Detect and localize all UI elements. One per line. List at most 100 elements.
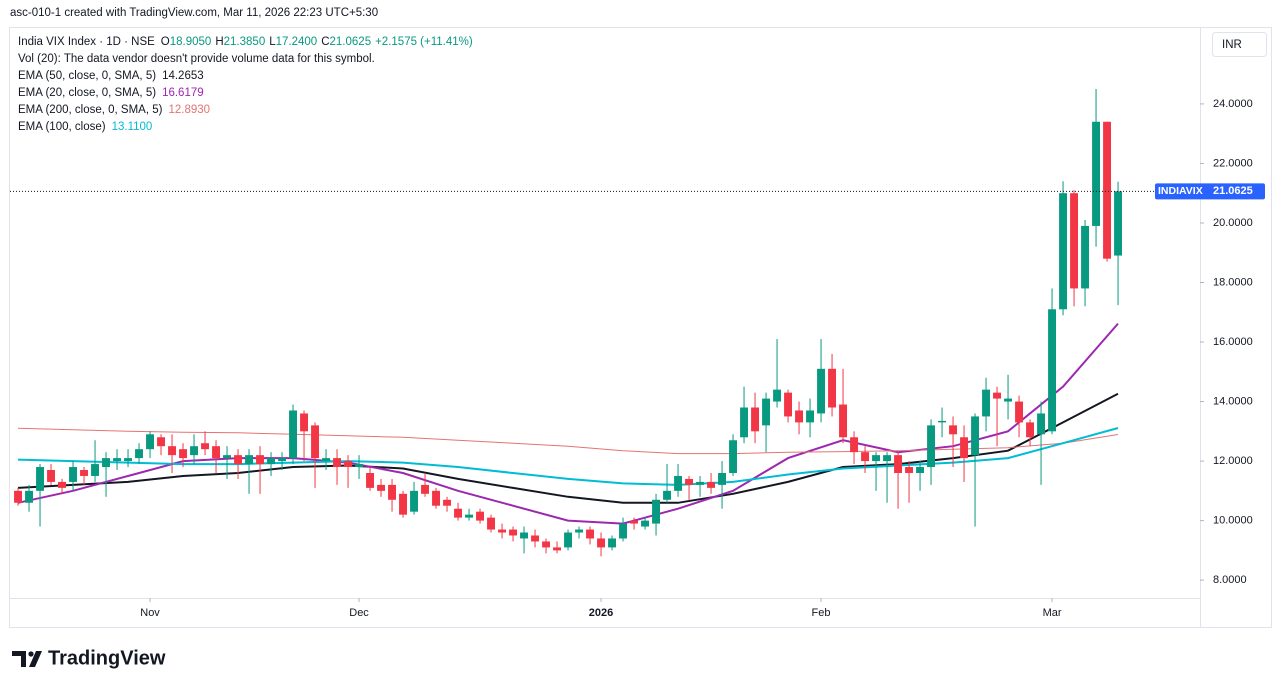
candle-body bbox=[674, 475, 683, 491]
candle-body bbox=[91, 464, 99, 476]
candle-body bbox=[1026, 422, 1035, 438]
candle-body bbox=[146, 434, 154, 450]
y-tick-label: 14.0000 bbox=[1213, 395, 1253, 407]
candle-body bbox=[25, 490, 33, 503]
legend-series-value: 12.8930 bbox=[168, 104, 210, 116]
y-tick-label: 20.0000 bbox=[1213, 217, 1253, 229]
candle-body bbox=[80, 470, 88, 476]
candle-body bbox=[619, 523, 628, 539]
price-tag-value: 21.0625 bbox=[1213, 185, 1253, 197]
candle-body bbox=[751, 407, 760, 432]
candle-body bbox=[927, 425, 936, 468]
candle-body bbox=[509, 529, 517, 536]
currency[interactable]: INR bbox=[1222, 39, 1242, 51]
candle-body bbox=[36, 467, 44, 491]
logo-mark bbox=[12, 651, 26, 667]
candle-body bbox=[1081, 225, 1090, 289]
candle-body bbox=[113, 458, 121, 462]
candle-body bbox=[102, 458, 110, 468]
logo: TradingView bbox=[12, 647, 166, 669]
currency-box[interactable] bbox=[1212, 32, 1267, 57]
y-tick-label: 18.0000 bbox=[1213, 276, 1253, 288]
y-tick-label: 22.0000 bbox=[1213, 157, 1253, 169]
candle-body bbox=[432, 490, 440, 506]
legend-key: L bbox=[269, 36, 276, 48]
candle-body bbox=[817, 368, 826, 414]
candle-body bbox=[454, 508, 462, 518]
y-tick-label: 10.0000 bbox=[1213, 515, 1253, 527]
legend-key: C bbox=[321, 36, 329, 48]
candle-body bbox=[839, 404, 848, 438]
candle-body bbox=[234, 455, 242, 465]
candle-body bbox=[597, 538, 605, 548]
candle-body bbox=[465, 514, 473, 518]
candle-body bbox=[1048, 309, 1057, 432]
candle-body bbox=[135, 449, 143, 459]
candle-body bbox=[938, 420, 947, 423]
candle-body bbox=[806, 410, 815, 423]
candle-body bbox=[1004, 398, 1013, 402]
legend-symbol: India VIX Index · 1D · NSE bbox=[18, 36, 155, 48]
candle-body bbox=[564, 532, 572, 548]
candle-body bbox=[696, 481, 705, 485]
candle-body bbox=[850, 437, 859, 453]
logo-mark bbox=[28, 651, 34, 657]
candle-body bbox=[630, 520, 639, 524]
candle-body bbox=[322, 458, 330, 462]
candle-body bbox=[311, 425, 319, 459]
legend-series-name: EMA (200, close, 0, SMA, 5) bbox=[18, 104, 163, 116]
candle-body bbox=[443, 499, 451, 506]
legend-value: 21.3850 bbox=[224, 36, 266, 48]
y-tick-label: 8.0000 bbox=[1213, 574, 1247, 586]
legend-key: H bbox=[215, 36, 223, 48]
candle-body bbox=[685, 478, 694, 485]
candle-body bbox=[476, 511, 484, 521]
candle-body bbox=[949, 425, 958, 435]
candle-body bbox=[1059, 193, 1068, 310]
candle-body bbox=[212, 446, 220, 459]
candle-body bbox=[1103, 121, 1112, 259]
candle-body bbox=[861, 452, 870, 462]
candle-body bbox=[872, 455, 881, 462]
y-tick-label: 12.0000 bbox=[1213, 455, 1253, 467]
candle-body bbox=[388, 484, 396, 500]
candle-body bbox=[377, 484, 385, 491]
y-tick-label: 16.0000 bbox=[1213, 336, 1253, 348]
candle-body bbox=[14, 490, 22, 503]
candles bbox=[14, 89, 1123, 557]
candle-body bbox=[729, 440, 738, 473]
candle-body bbox=[498, 529, 506, 533]
price-tag-box bbox=[1155, 183, 1265, 200]
x-tick-label: Nov bbox=[140, 607, 160, 619]
candle-body bbox=[256, 455, 264, 465]
candle-body bbox=[982, 389, 991, 417]
candle-body bbox=[718, 472, 727, 485]
candle-body bbox=[828, 368, 837, 408]
candle-body bbox=[960, 437, 969, 459]
candle-body bbox=[1015, 401, 1024, 423]
legend-value: 17.2400 bbox=[276, 36, 318, 48]
candle-body bbox=[1037, 413, 1046, 435]
x-tick-label: Dec bbox=[349, 607, 369, 619]
candle-body bbox=[168, 446, 176, 456]
candle-body bbox=[487, 517, 495, 530]
candle-body bbox=[795, 410, 804, 423]
candle-body bbox=[300, 413, 308, 432]
logo-mark bbox=[29, 651, 42, 667]
candle-body bbox=[366, 472, 374, 488]
candle-body bbox=[773, 389, 782, 402]
candle-body bbox=[531, 535, 539, 542]
brand: TradingView bbox=[48, 647, 166, 669]
candle-body bbox=[1114, 191, 1123, 256]
legend-value: 21.0625 bbox=[330, 36, 372, 48]
candle-body bbox=[1070, 193, 1079, 289]
candle-body bbox=[663, 490, 672, 500]
legend-series-name: EMA (20, close, 0, SMA, 5) bbox=[18, 87, 156, 99]
candle-body bbox=[157, 437, 165, 447]
candle-body bbox=[69, 467, 77, 482]
legend-series-name: EMA (50, close, 0, SMA, 5) bbox=[18, 70, 156, 82]
candle-body bbox=[333, 458, 341, 468]
candle-body bbox=[410, 490, 418, 512]
legend-series-name: EMA (100, close) bbox=[18, 121, 106, 133]
